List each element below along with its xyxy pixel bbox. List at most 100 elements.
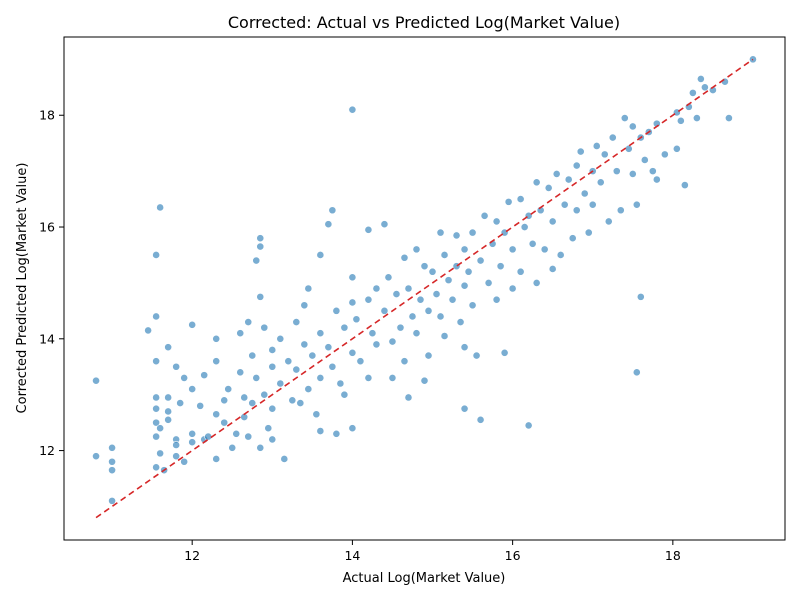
data-point bbox=[316, 427, 325, 435]
data-point bbox=[400, 357, 409, 366]
data-point bbox=[316, 329, 325, 338]
data-point bbox=[372, 340, 381, 349]
data-point bbox=[328, 206, 337, 215]
data-point bbox=[632, 368, 641, 377]
data-point bbox=[436, 312, 445, 321]
data-point bbox=[188, 320, 197, 329]
data-point bbox=[316, 251, 325, 259]
data-point bbox=[500, 348, 509, 357]
data-point bbox=[348, 424, 357, 433]
data-point bbox=[604, 217, 613, 226]
data-point bbox=[612, 167, 621, 176]
data-point bbox=[588, 200, 597, 209]
data-point bbox=[152, 463, 161, 472]
data-point bbox=[476, 256, 485, 265]
data-point bbox=[384, 273, 393, 282]
data-point bbox=[280, 455, 289, 463]
data-point bbox=[152, 418, 161, 427]
data-point bbox=[548, 265, 557, 273]
data-point bbox=[436, 228, 445, 237]
data-point bbox=[352, 315, 361, 324]
data-point bbox=[628, 122, 637, 131]
data-point bbox=[308, 351, 317, 360]
data-point bbox=[520, 223, 529, 231]
data-point bbox=[532, 178, 541, 187]
data-point bbox=[176, 399, 185, 407]
data-point bbox=[268, 404, 277, 413]
data-point bbox=[460, 245, 469, 254]
data-point bbox=[164, 407, 173, 416]
data-point bbox=[212, 410, 221, 419]
data-point bbox=[504, 197, 513, 206]
data-point bbox=[696, 75, 705, 83]
data-point bbox=[636, 292, 645, 301]
data-point bbox=[408, 312, 417, 321]
data-point bbox=[548, 217, 557, 226]
data-point bbox=[248, 351, 257, 360]
data-point bbox=[332, 306, 341, 315]
data-point bbox=[404, 284, 413, 293]
data-point bbox=[156, 424, 165, 433]
data-point bbox=[292, 318, 301, 326]
data-point bbox=[556, 251, 565, 259]
data-point bbox=[224, 385, 233, 393]
data-point bbox=[196, 401, 205, 410]
data-point bbox=[516, 195, 525, 203]
data-point bbox=[544, 183, 553, 192]
data-point bbox=[524, 421, 533, 430]
data-point bbox=[300, 301, 309, 310]
data-point bbox=[236, 368, 245, 377]
data-point bbox=[228, 443, 237, 452]
data-point bbox=[688, 88, 697, 97]
data-point bbox=[388, 337, 397, 346]
data-point bbox=[324, 220, 333, 229]
data-point bbox=[276, 334, 285, 343]
data-point bbox=[424, 351, 433, 360]
data-point bbox=[156, 203, 165, 212]
data-point bbox=[648, 167, 657, 176]
data-point bbox=[328, 362, 337, 371]
data-point bbox=[476, 415, 485, 424]
y-axis-label: Corrected Predicted Log(Market Value) bbox=[15, 163, 30, 414]
data-point bbox=[248, 399, 257, 407]
data-point bbox=[392, 290, 401, 298]
x-tick-label: 18 bbox=[665, 548, 681, 563]
data-point bbox=[244, 318, 253, 326]
data-point bbox=[460, 404, 469, 413]
data-point bbox=[256, 443, 265, 452]
data-point bbox=[172, 362, 181, 371]
data-point bbox=[256, 234, 265, 243]
data-point bbox=[368, 329, 377, 338]
y-tick-label: 12 bbox=[39, 443, 55, 458]
y-tick-label: 16 bbox=[39, 220, 55, 235]
data-point bbox=[496, 262, 505, 271]
data-point bbox=[348, 105, 357, 114]
data-point bbox=[172, 452, 181, 461]
data-point bbox=[92, 376, 100, 385]
data-point bbox=[240, 393, 249, 402]
data-point bbox=[152, 312, 161, 321]
data-point bbox=[340, 323, 349, 332]
data-point bbox=[268, 346, 277, 354]
data-points bbox=[92, 55, 757, 505]
data-point bbox=[592, 142, 601, 150]
data-point bbox=[640, 156, 649, 164]
data-point bbox=[468, 301, 477, 310]
data-point bbox=[628, 170, 637, 178]
data-point bbox=[508, 245, 517, 254]
data-point bbox=[692, 114, 701, 122]
data-point bbox=[304, 385, 313, 393]
data-point bbox=[468, 228, 477, 237]
data-point bbox=[725, 114, 733, 122]
data-point bbox=[236, 329, 245, 338]
data-point bbox=[268, 435, 277, 444]
data-point bbox=[164, 393, 173, 402]
data-point bbox=[212, 357, 221, 366]
data-point bbox=[260, 390, 269, 399]
data-point bbox=[284, 357, 293, 366]
data-point bbox=[164, 343, 173, 352]
y-tick-label: 18 bbox=[39, 108, 55, 123]
data-point bbox=[444, 276, 453, 285]
data-point bbox=[452, 231, 461, 240]
data-point bbox=[412, 245, 421, 254]
